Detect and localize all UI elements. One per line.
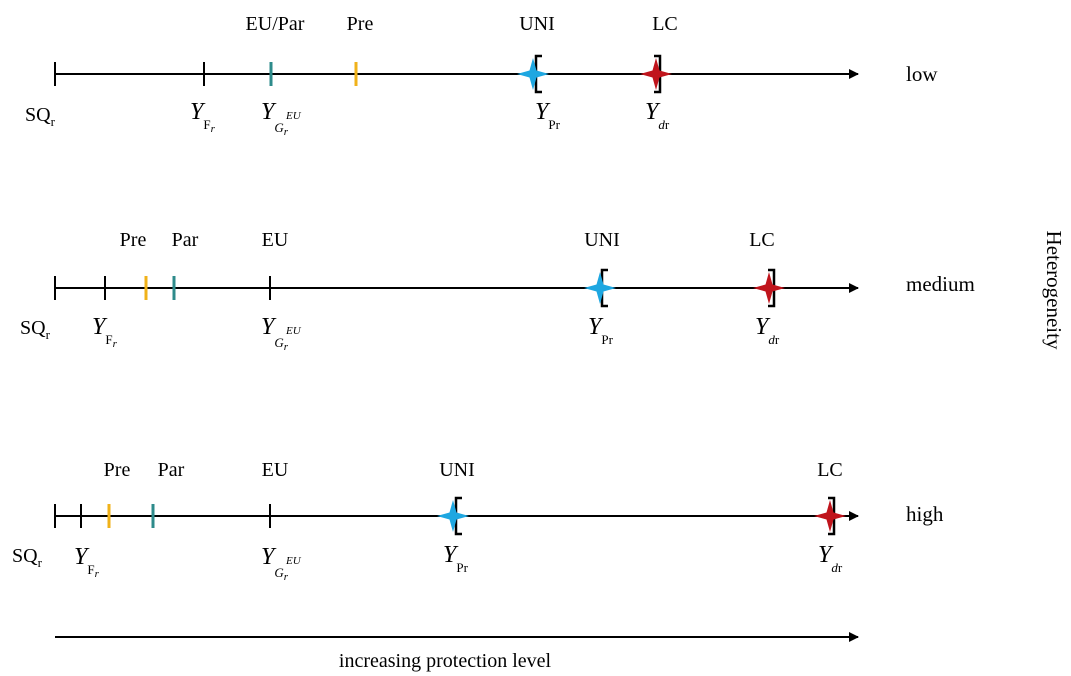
ydr-symbol: Ydr bbox=[755, 314, 780, 347]
par-label: Par bbox=[158, 459, 185, 481]
pre-label: Pre bbox=[120, 229, 147, 251]
sq-symbol: SQr bbox=[20, 317, 51, 342]
heterogeneity-axis-label: Heterogeneity bbox=[1042, 231, 1066, 350]
heterogeneity-level-label: low bbox=[906, 62, 938, 86]
lc-label: LC bbox=[652, 13, 678, 35]
lc-star-icon bbox=[753, 272, 785, 304]
lc-label: LC bbox=[749, 229, 775, 251]
ypr-symbol: YPr bbox=[535, 99, 561, 132]
pre-label: Pre bbox=[347, 13, 374, 35]
yg-symbol: YGrEU bbox=[261, 99, 302, 138]
ydr-symbol: Ydr bbox=[645, 99, 670, 132]
uni-label: UNI bbox=[439, 459, 475, 481]
eu-label: EU bbox=[262, 229, 289, 251]
yg-symbol: YGrEU bbox=[261, 544, 302, 583]
par-label: Par bbox=[172, 229, 199, 251]
lc-label: LC bbox=[817, 459, 843, 481]
row-high: Pre Par EU UNI LC high SQr YFr YGrEU YPr… bbox=[12, 459, 944, 583]
yf-symbol: YFr bbox=[74, 544, 100, 580]
sq-symbol: SQr bbox=[12, 545, 43, 570]
yg-symbol: YGrEU bbox=[261, 314, 302, 353]
ydr-symbol: Ydr bbox=[818, 542, 843, 575]
uni-label: UNI bbox=[584, 229, 620, 251]
row-low: EU/Par Pre UNI LC low SQr YFr YGrEU YPr … bbox=[25, 13, 938, 138]
row-medium: Pre Par EU UNI LC medium SQr YFr YGrEU Y… bbox=[20, 229, 975, 353]
eu-par-label: EU/Par bbox=[246, 13, 305, 35]
yf-symbol: YFr bbox=[190, 99, 216, 135]
eu-label: EU bbox=[262, 459, 289, 481]
heterogeneity-level-label: high bbox=[906, 502, 944, 526]
uni-star-icon bbox=[584, 272, 616, 304]
ypr-symbol: YPr bbox=[443, 542, 469, 575]
uni-label: UNI bbox=[519, 13, 555, 35]
pre-label: Pre bbox=[104, 459, 131, 481]
lc-star-icon bbox=[640, 58, 672, 90]
ypr-symbol: YPr bbox=[588, 314, 614, 347]
uni-star-icon bbox=[437, 500, 469, 532]
protection-level-label: increasing protection level bbox=[339, 650, 552, 672]
heterogeneity-level-label: medium bbox=[906, 272, 975, 296]
yf-symbol: YFr bbox=[92, 314, 118, 350]
uni-star-icon bbox=[517, 58, 549, 90]
sq-symbol: SQr bbox=[25, 104, 56, 129]
lc-star-icon bbox=[814, 500, 846, 532]
